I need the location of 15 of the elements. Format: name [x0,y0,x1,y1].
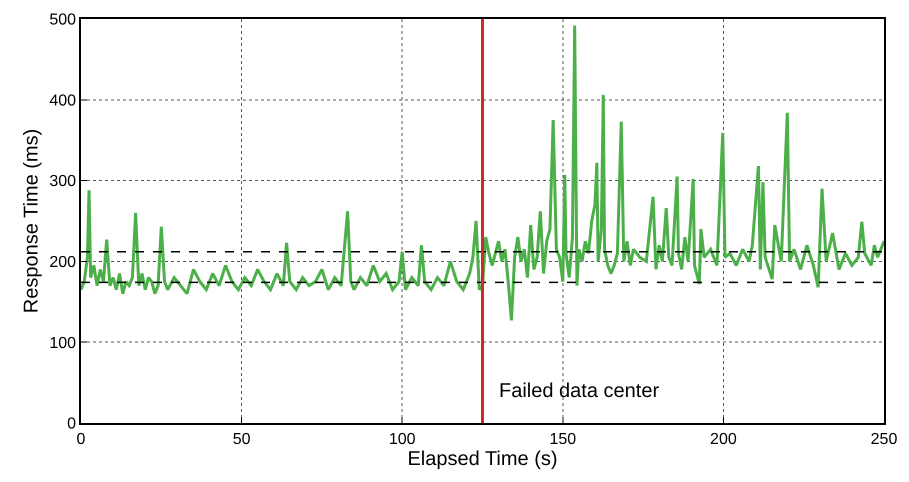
y-tick-label: 500 [49,12,76,29]
y-tick-label: 300 [49,173,76,190]
annotation: Failed data center [499,380,660,402]
y-axis-title: Response Time (ms) [20,128,42,314]
x-tick-label: 100 [388,430,416,448]
x-tick-label: 150 [549,430,576,448]
y-tick-label: 0 [67,416,76,433]
line-series [81,24,884,322]
x-tick-label: 200 [710,430,737,448]
y-tick-label: 200 [49,254,76,271]
y-tick-label: 100 [49,334,76,352]
x-tick-label: 250 [870,430,898,448]
x-tick-label: 50 [232,430,251,448]
x-axis-title: Elapsed Time (s) [407,448,558,470]
y-tick-label: 400 [49,92,76,110]
